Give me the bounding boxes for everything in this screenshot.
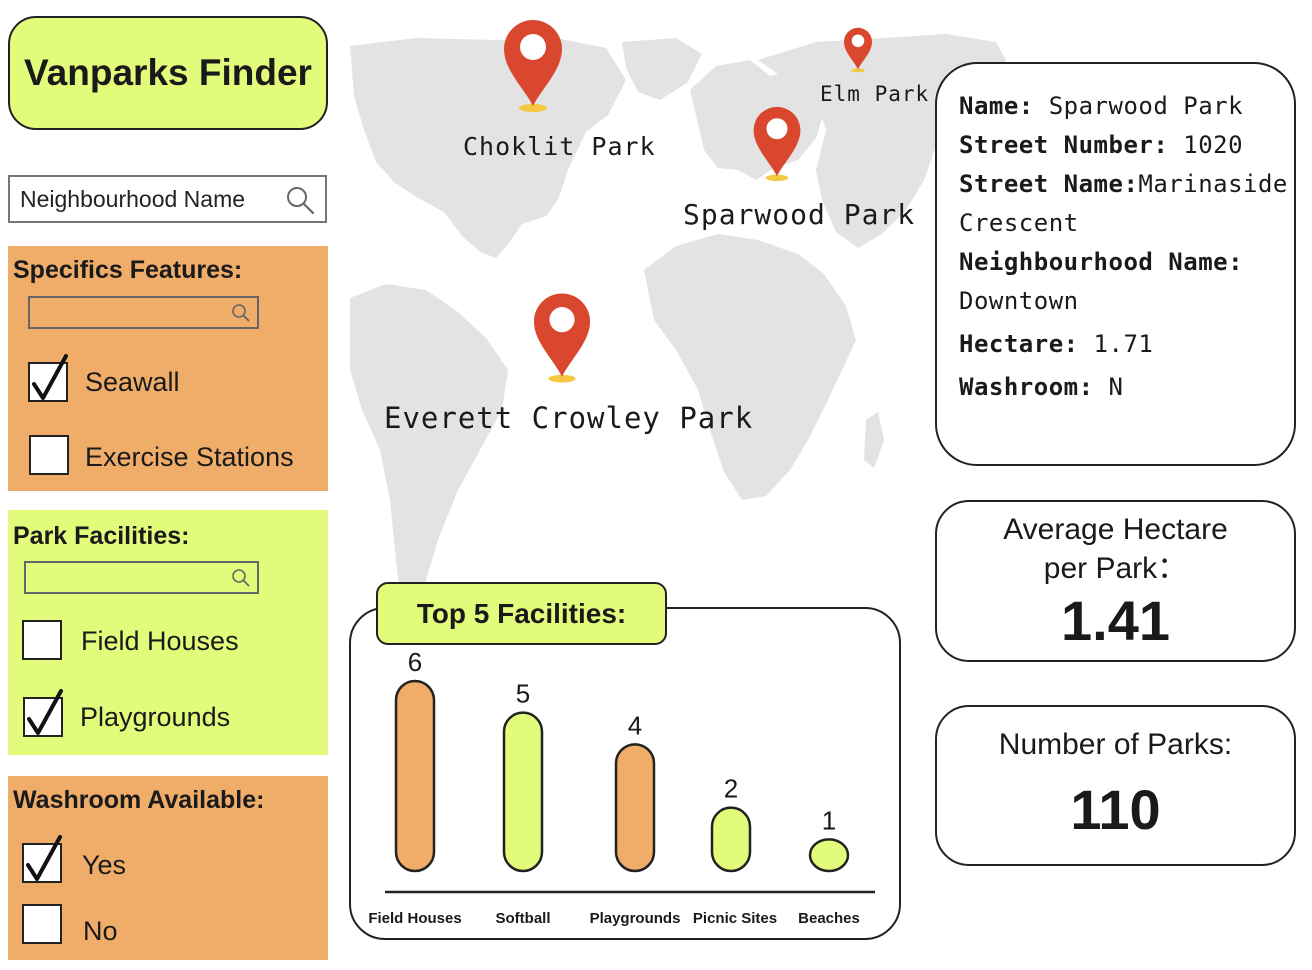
park-facilities-panel: Park Facilities: Field Houses Playground… xyxy=(8,510,328,755)
exercise-stations-label: Exercise Stations xyxy=(85,442,294,472)
washroom-title: Washroom Available: xyxy=(13,786,265,814)
top-facilities-chart-card: 6 Field Houses 5 Softball 4 Playgrounds 2 Picni… xyxy=(349,607,901,940)
info-washroom: Washroom: N xyxy=(959,373,1124,401)
map-pin-icon[interactable] xyxy=(532,290,592,386)
park-info-card: Name: Sparwood Park Street Number: 1020 … xyxy=(935,62,1296,466)
exercise-stations-checkbox[interactable] xyxy=(29,435,69,475)
washroom-yes-checkbox[interactable] xyxy=(22,835,62,883)
field-houses-checkbox[interactable] xyxy=(22,620,62,660)
bar-value-label: 4 xyxy=(628,710,642,740)
info-neighbourhood-label: Neighbourhood Name: xyxy=(959,248,1244,276)
bar-playgrounds xyxy=(614,743,656,873)
pin-label-choklit-park: Choklit Park xyxy=(463,132,656,161)
field-houses-label: Field Houses xyxy=(81,626,239,656)
washroom-panel: Washroom Available: Yes No xyxy=(8,776,328,960)
bar-beaches xyxy=(808,838,850,873)
chart-title-tab: Top 5 Facilities: xyxy=(376,582,667,645)
map-pin-icon[interactable] xyxy=(502,18,564,114)
playgrounds-label: Playgrounds xyxy=(80,702,231,732)
seawall-checkbox[interactable] xyxy=(28,354,68,402)
app-title-box: Vanparks Finder xyxy=(8,16,328,130)
pin-label-everett-crowley-park: Everett Crowley Park xyxy=(384,401,754,435)
number-of-parks-card: Number of Parks: 110 xyxy=(935,705,1296,866)
neighbourhood-search[interactable] xyxy=(8,175,327,223)
category-label: Field Houses xyxy=(368,910,461,927)
pin-label-sparwood-park: Sparwood Park xyxy=(683,198,916,231)
washroom-yes-label: Yes xyxy=(82,850,127,880)
park-facilities-search[interactable] xyxy=(24,561,259,594)
checkmark-icon xyxy=(26,835,62,881)
world-map[interactable]: Choklit Park Elm Park Sparwood Park Ever… xyxy=(346,20,1006,620)
number-of-parks-label: Number of Parks: xyxy=(998,728,1233,761)
number-of-parks-value: 110 xyxy=(1070,778,1161,841)
info-street-name-cont: Crescent xyxy=(959,209,1079,237)
category-label: Beaches xyxy=(798,910,860,927)
specific-features-search[interactable] xyxy=(28,296,259,329)
average-hectare-label-1: Average Hectare xyxy=(1003,513,1228,546)
specific-features-panel: Specifics Features: Seawall Exercise Sta… xyxy=(8,246,328,491)
chart-title: Top 5 Facilities: xyxy=(416,597,627,629)
washroom-no-label: No xyxy=(83,916,118,946)
map-pin-icon[interactable] xyxy=(843,24,873,76)
info-hectare: Hectare: 1.71 xyxy=(959,330,1154,358)
pin-label-elm-park: Elm Park xyxy=(820,82,930,106)
app-title: Vanparks Finder xyxy=(24,52,312,93)
category-label: Softball xyxy=(496,910,551,927)
bar-value-label: 1 xyxy=(822,805,836,835)
checkmark-icon xyxy=(32,354,68,400)
world-map-land xyxy=(350,34,1006,610)
info-name: Name: Sparwood Park xyxy=(959,92,1244,120)
washroom-no-checkbox[interactable] xyxy=(22,904,62,944)
playgrounds-checkbox[interactable] xyxy=(23,689,63,737)
specific-features-title: Specifics Features: xyxy=(13,256,243,284)
info-neighbourhood-value: Downtown xyxy=(959,287,1079,315)
category-label: Playgrounds xyxy=(590,910,681,927)
checkmark-icon xyxy=(27,689,63,735)
info-street-number: Street Number: 1020 xyxy=(959,131,1244,159)
bar-value-label: 2 xyxy=(724,774,738,804)
info-street-name: Street Name:Marinaside xyxy=(959,170,1288,198)
search-icon[interactable] xyxy=(285,185,315,215)
average-hectare-card: Average Hectare per Park： 1.41 xyxy=(935,500,1296,662)
category-label: Picnic Sites xyxy=(693,910,777,927)
bar-picnic-sites xyxy=(710,806,752,873)
bar-value-label: 6 xyxy=(408,647,422,677)
neighbourhood-search-input[interactable] xyxy=(10,177,280,221)
top-facilities-chart: 6 Field Houses 5 Softball 4 Playgrounds 2 Picni… xyxy=(368,647,875,927)
park-facilities-title: Park Facilities: xyxy=(13,522,190,550)
average-hectare-value: 1.41 xyxy=(1061,589,1170,652)
average-hectare-label-2: per Park： xyxy=(1043,552,1188,585)
search-icon[interactable] xyxy=(231,568,251,588)
map-pin-icon[interactable] xyxy=(752,104,802,184)
bar-value-label: 5 xyxy=(516,679,530,709)
bar-field-houses xyxy=(394,679,436,873)
search-icon[interactable] xyxy=(231,303,251,323)
seawall-label: Seawall xyxy=(85,367,180,397)
bar-softball xyxy=(502,711,544,873)
